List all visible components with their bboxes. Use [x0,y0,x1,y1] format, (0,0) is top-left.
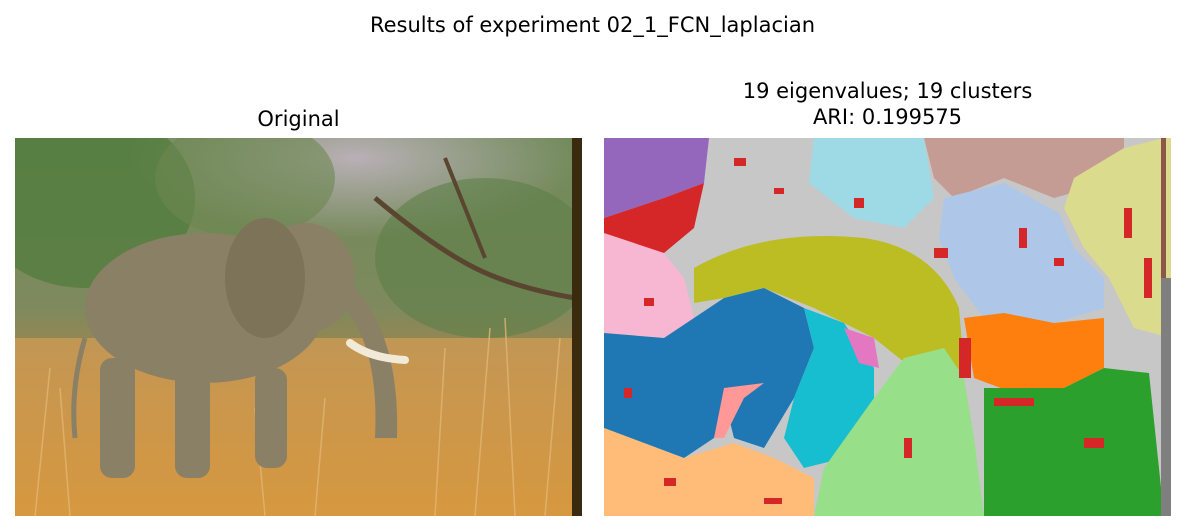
cluster-red-top [604,183,704,253]
original-panel-title: Original [257,107,340,131]
cluster-map [604,138,1171,516]
cluster-blue [604,288,814,458]
elephant-photo [15,138,582,516]
photo-foliage-center [155,138,335,238]
photo-right-edge [572,138,582,516]
cluster-salmon [714,383,764,438]
cluster-magenta [844,328,879,368]
photo-branch-2 [443,157,487,259]
photo-grass-blades [34,317,561,516]
segmentation-title-ari: ARI: 0.199575 [812,105,963,129]
cluster-cyan [784,308,874,468]
cluster-lightgreen [814,348,984,516]
elephant-tusk [346,339,409,364]
cluster-darkgrey [1161,278,1171,516]
cluster-olive [694,236,964,378]
figure-suptitle: Results of experiment 02_1_FCN_laplacian [369,13,816,37]
segmentation-title-eigenvalues: 19 eigenvalues; 19 clusters [742,79,1033,103]
cluster-lightblue [809,138,934,228]
photo-branch [373,196,576,301]
cluster-orange [964,313,1104,393]
cluster-red-noise [624,158,1152,504]
original-image [15,138,582,516]
photo-foliage-right [375,178,582,338]
cluster-brown [1161,138,1166,278]
cluster-purple [604,138,709,218]
cluster-green [984,368,1164,516]
cluster-pink [604,233,694,338]
cluster-periwinkle [939,183,1104,323]
elephant-ear [225,218,305,338]
segmentation-panel-title: 19 eigenvalues; 19 clusters ARI: 0.19957… [604,78,1171,130]
cluster-peach [604,428,814,516]
segmentation-image [604,138,1171,516]
